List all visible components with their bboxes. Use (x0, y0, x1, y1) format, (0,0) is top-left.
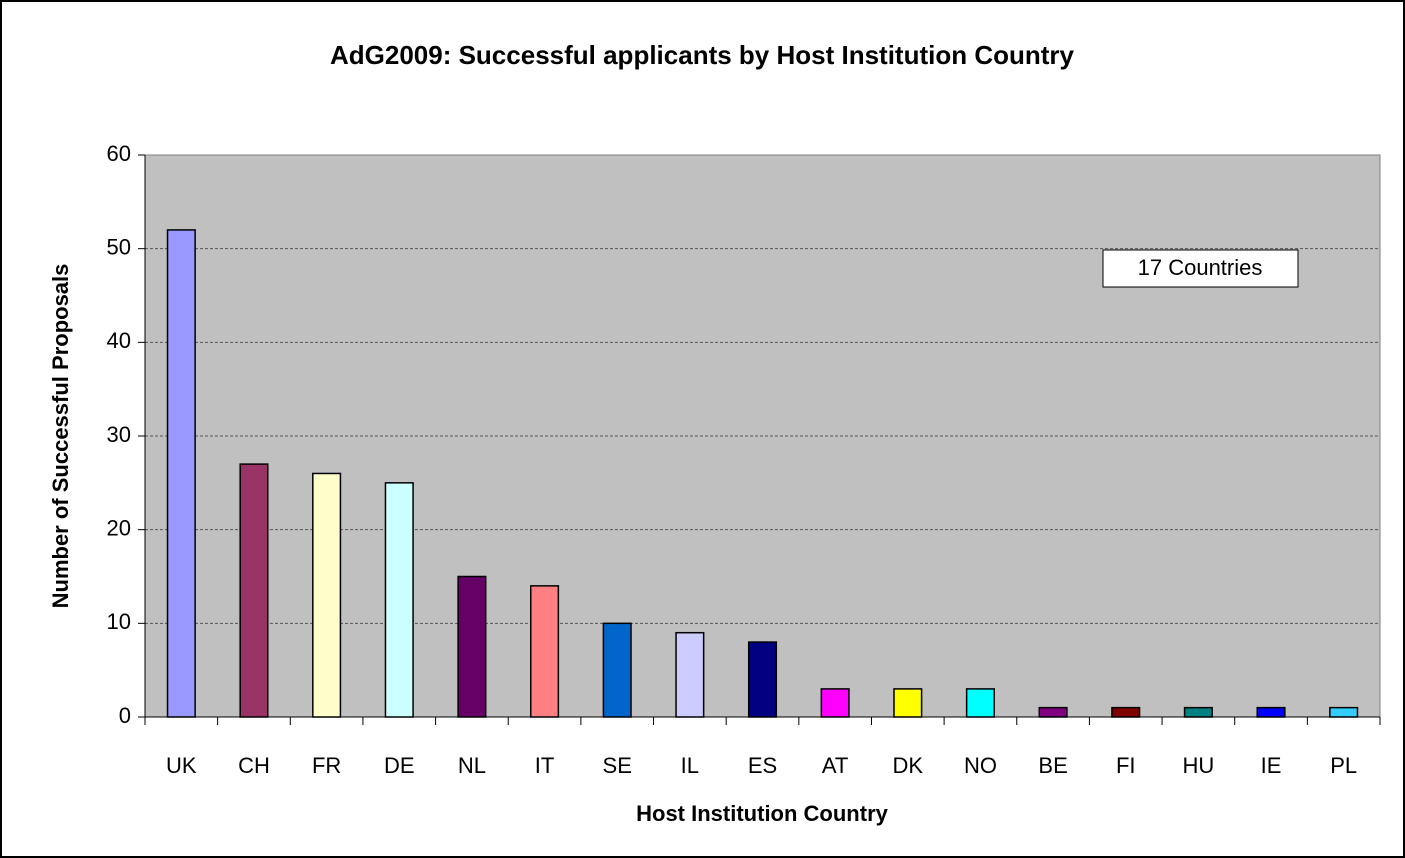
x-tick-label: IL (681, 753, 699, 778)
bar (1183, 706, 1213, 718)
x-axis-label: Host Institution Country (636, 801, 889, 826)
x-tick-label: AT (822, 753, 848, 778)
x-tick-label: FR (312, 753, 341, 778)
bar (1111, 706, 1141, 718)
bar (747, 641, 778, 718)
bar (384, 482, 414, 718)
x-tick-label: DE (384, 753, 415, 778)
bar (166, 229, 196, 718)
x-tick-label: UK (166, 753, 197, 778)
y-axis-label: Number of Successful Proposals (48, 264, 73, 609)
x-tick-label: NL (458, 753, 486, 778)
bar (1329, 706, 1359, 718)
x-tick-label: BE (1038, 753, 1067, 778)
x-tick-label: DK (893, 753, 924, 778)
y-tick-label: 50 (107, 234, 131, 259)
y-tick-label: 20 (107, 515, 131, 540)
x-tick-label: ES (748, 753, 777, 778)
x-tick-label: HU (1182, 753, 1214, 778)
bar (239, 463, 269, 718)
annotation-box (1102, 249, 1299, 288)
bar (1038, 706, 1068, 718)
x-tick-label: PL (1330, 753, 1357, 778)
bar (457, 575, 487, 718)
x-tick-label: SE (603, 753, 632, 778)
y-tick-label: 40 (107, 328, 131, 353)
bar (893, 688, 923, 718)
bar (820, 688, 850, 718)
y-tick-label: 0 (119, 703, 131, 728)
x-tick-label: NO (964, 753, 997, 778)
chart-title: AdG2009: Successful applicants by Host I… (330, 40, 1075, 70)
y-tick-label: 10 (107, 609, 131, 634)
x-tick-label: CH (238, 753, 270, 778)
x-tick-label: IE (1261, 753, 1282, 778)
x-tick-label: IT (535, 753, 555, 778)
annotation: 17 Countries (1138, 255, 1263, 280)
bar (965, 688, 995, 718)
bar (1256, 706, 1286, 718)
y-tick-label: 30 (107, 422, 131, 447)
bar (675, 631, 705, 718)
x-tick-label: FI (1116, 753, 1136, 778)
bar (312, 472, 342, 718)
y-tick-label: 60 (107, 141, 131, 166)
bar (602, 622, 632, 718)
bar (530, 585, 560, 718)
